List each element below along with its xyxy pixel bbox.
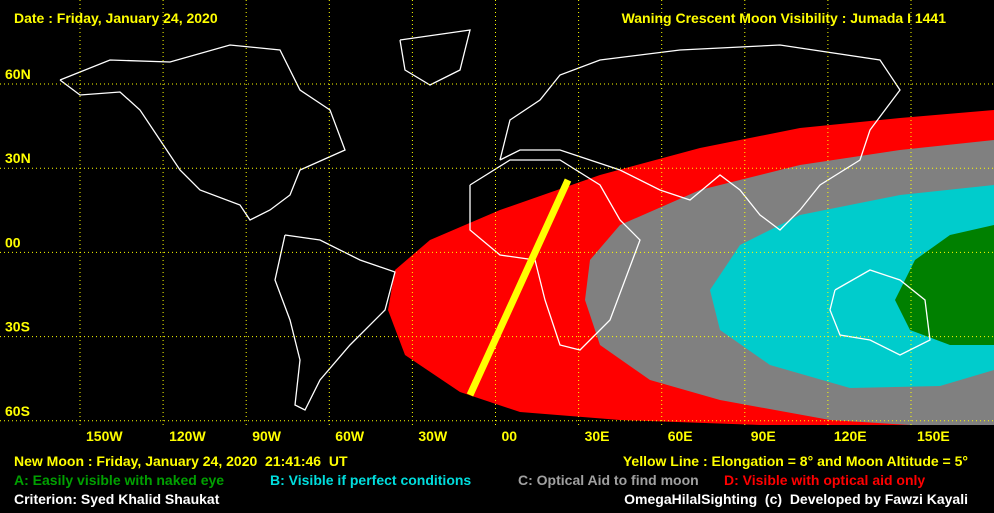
greenland	[399, 29, 471, 86]
latitude-label: 30N	[5, 150, 31, 166]
australia	[829, 269, 931, 356]
longitude-label: 00	[502, 428, 518, 444]
longitude-label: 90E	[751, 428, 776, 444]
yellow-line-note: Yellow Line : Elongation = 8° and Moon A…	[623, 453, 968, 469]
legend-entry: B: Visible if perfect conditions	[270, 472, 471, 488]
longitude-label: 120W	[169, 428, 206, 444]
legend-entry: D: Visible with optical aid only	[724, 472, 925, 488]
latitude-label: 30S	[5, 319, 30, 335]
eurasia	[499, 44, 901, 231]
longitude-label: 60E	[668, 428, 693, 444]
title: Waning Crescent Moon Visibility : Jumada…	[622, 10, 947, 26]
new-moon: New Moon : Friday, January 24, 2020 21:4…	[14, 453, 348, 469]
longitude-label: 150W	[86, 428, 123, 444]
latitude-label: 00	[5, 234, 21, 250]
south-america	[274, 234, 396, 411]
latitude-label: 60N	[5, 66, 31, 82]
visibility-zones	[388, 110, 994, 425]
zone-a	[895, 225, 994, 345]
date: Date : Friday, January 24, 2020	[14, 10, 218, 26]
criterion: Criterion: Syed Khalid Shaukat	[14, 491, 220, 507]
longitude-label: 150E	[917, 428, 950, 444]
coastlines	[59, 29, 931, 411]
credit: OmegaHilalSighting (c) Developed by Fawz…	[624, 491, 968, 507]
yellow-line	[466, 178, 572, 397]
zone-b	[710, 185, 994, 388]
legend-entry: C: Optical Aid to find moon	[518, 472, 699, 488]
latitude-label: 60S	[5, 403, 30, 419]
legend-entry: A: Easily visible with naked eye	[14, 472, 224, 488]
longitude-label: 30W	[418, 428, 448, 444]
longitude-label: 120E	[834, 428, 867, 444]
longitude-label: 90W	[252, 428, 282, 444]
longitude-label: 30E	[585, 428, 610, 444]
longitude-label: 60W	[335, 428, 365, 444]
africa	[469, 159, 641, 351]
north-america	[59, 44, 346, 221]
